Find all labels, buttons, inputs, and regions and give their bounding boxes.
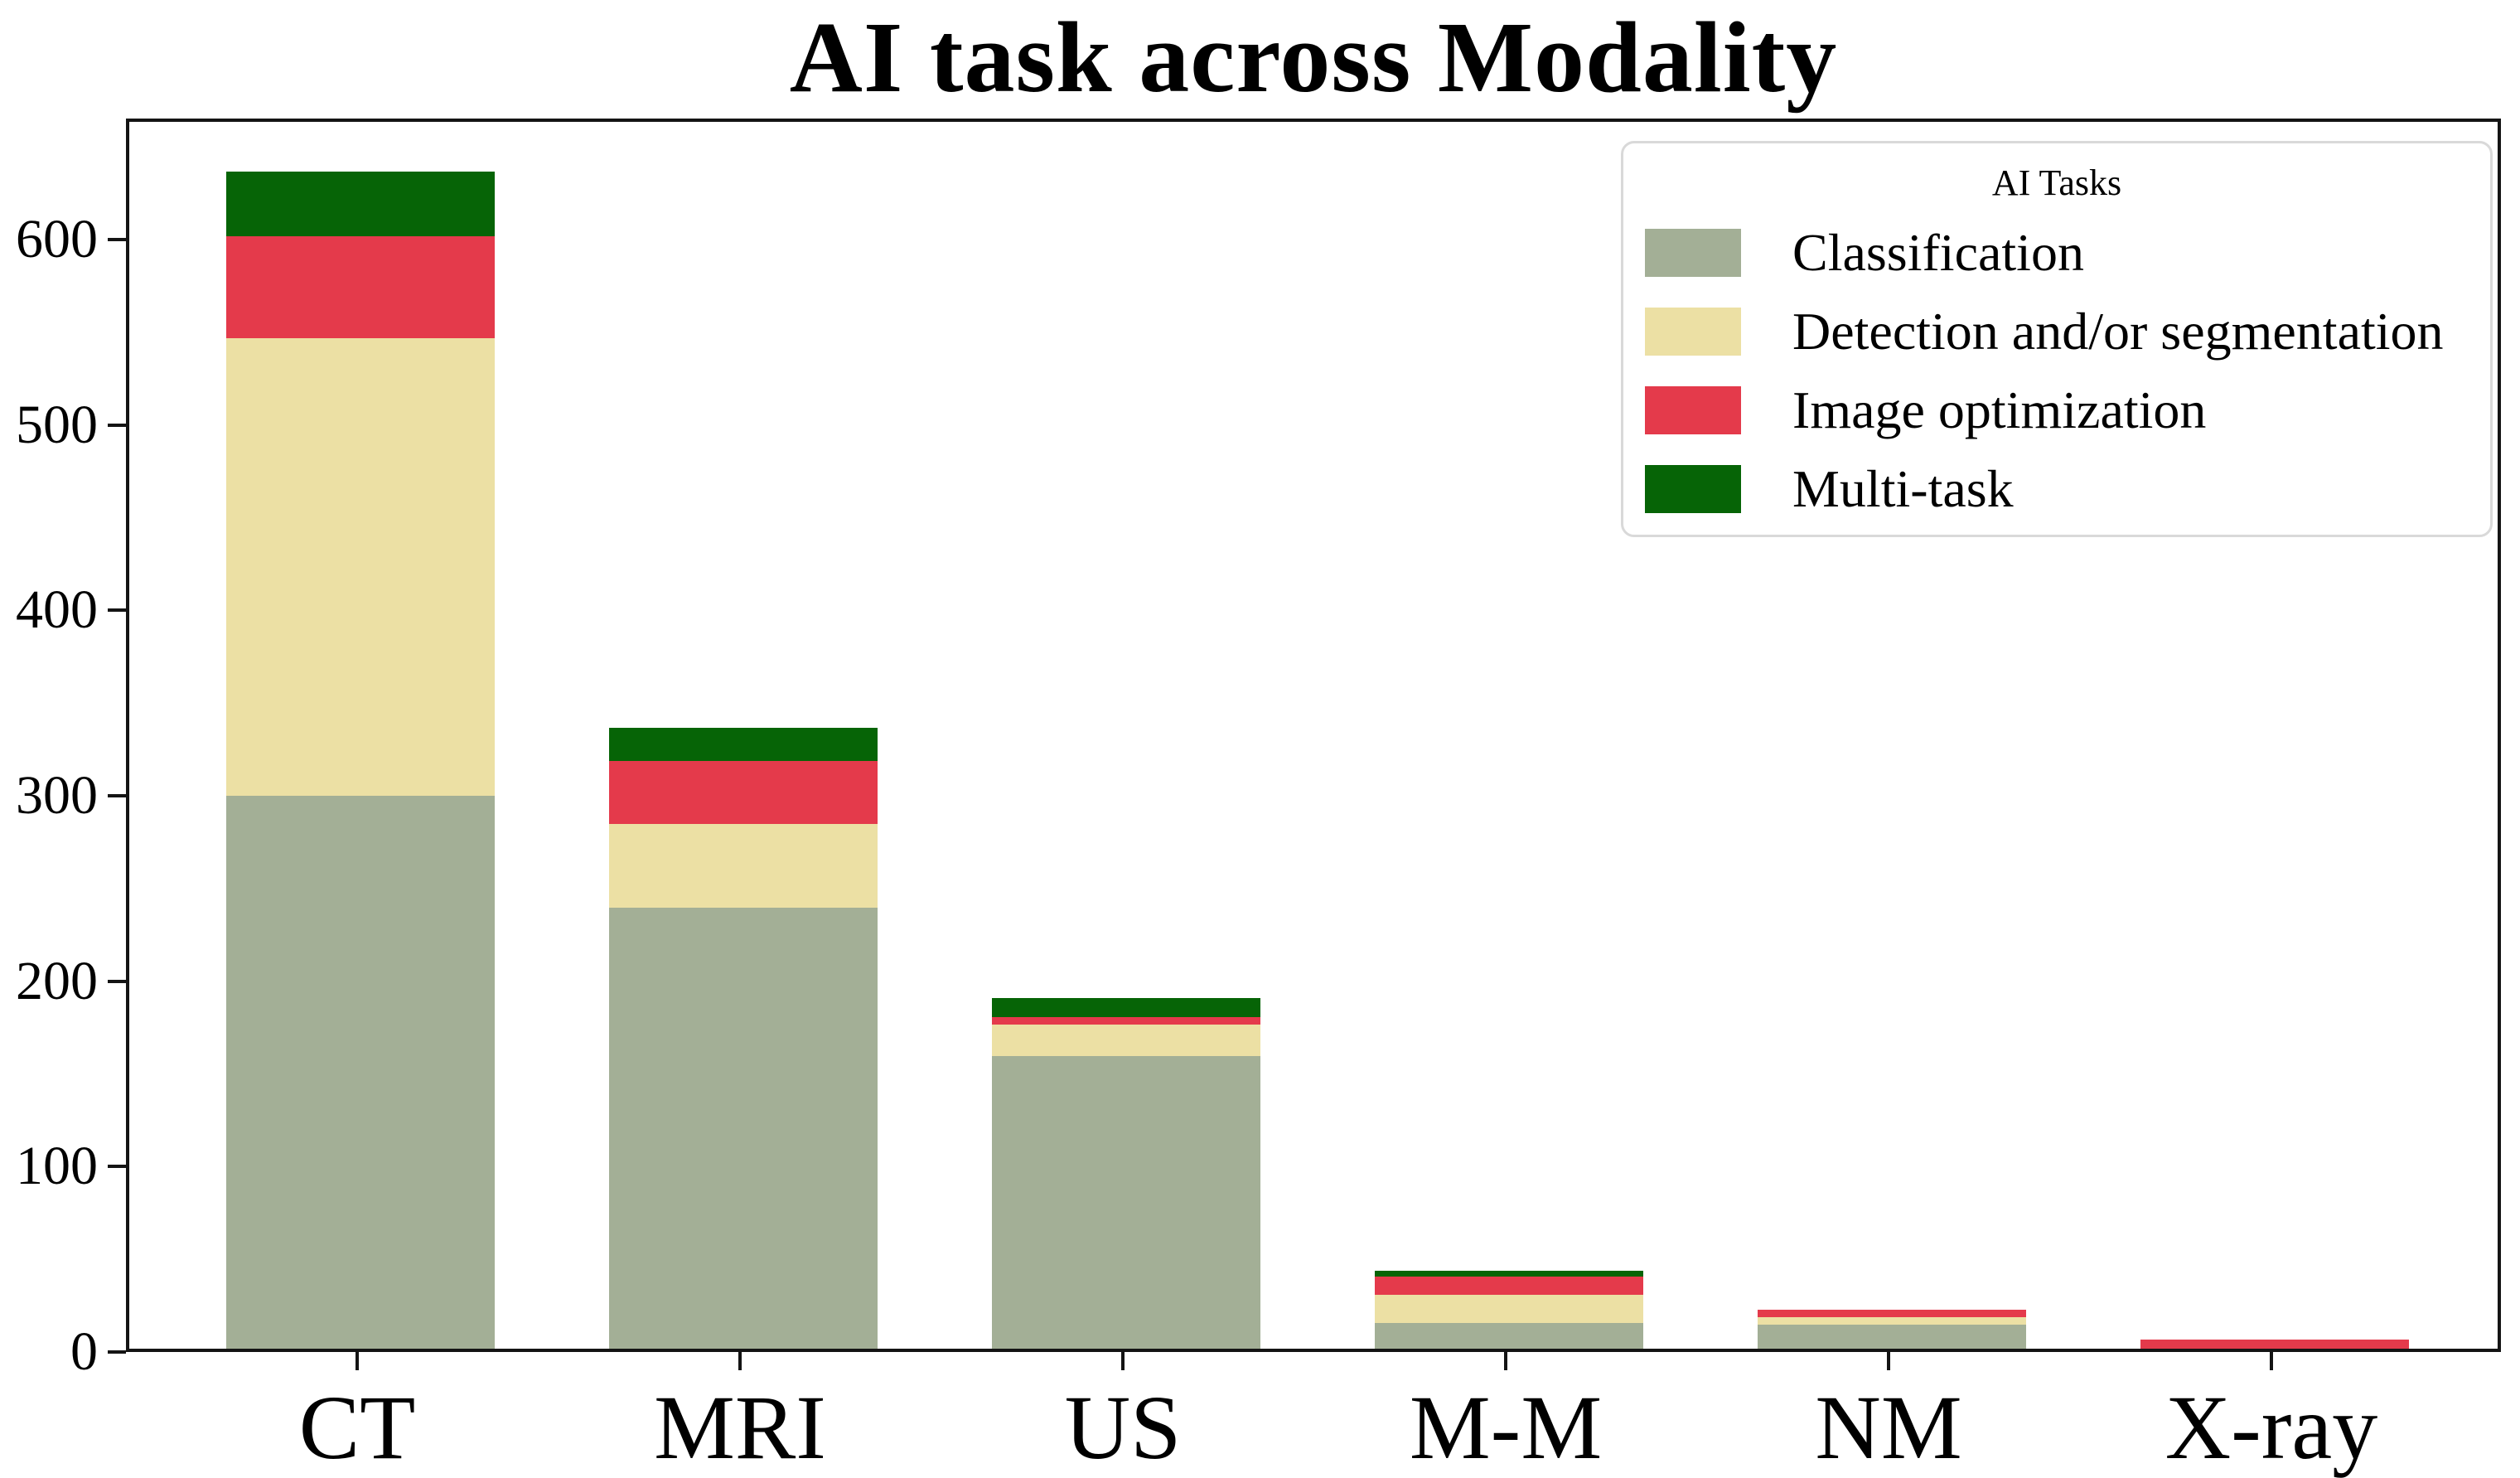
- y-axis-tick-label: 500: [16, 394, 98, 455]
- x-axis-label-nm: NM: [1815, 1377, 1962, 1478]
- bar-segment-m-m-classification: [1375, 1322, 1643, 1349]
- legend-row: Classification: [1623, 213, 2490, 292]
- bar-segment-nm-classification: [1758, 1324, 2026, 1349]
- legend-label-image-optimization: Image optimization: [1792, 380, 2207, 439]
- bar-segment-nm-image-optimization: [1758, 1310, 2026, 1317]
- bar-segment-us-classification: [992, 1055, 1260, 1349]
- legend-label-detection-segmentation: Detection and/or segmentation: [1792, 301, 2444, 361]
- bar-segment-us-detection-and-or-segmentation: [992, 1024, 1260, 1056]
- bar-segment-m-m-detection-and-or-segmentation: [1375, 1295, 1643, 1323]
- x-axis-label-us: US: [1064, 1377, 1182, 1478]
- bar-segment-mri-detection-and-or-segmentation: [609, 824, 878, 908]
- y-axis-tick-label: 600: [16, 208, 98, 269]
- legend-swatch-multi-task: [1645, 464, 1741, 513]
- legend-title: AI Tasks: [1991, 162, 2122, 203]
- bar-segment-ct-detection-and-or-segmentation: [226, 338, 495, 797]
- chart-title: AI task across Modality: [789, 2, 1838, 114]
- x-axis-tick: [738, 1352, 742, 1370]
- x-axis-tick: [1504, 1352, 1507, 1370]
- y-axis-tick: [108, 608, 126, 613]
- y-axis-tick: [108, 1350, 126, 1354]
- y-axis-tick: [108, 979, 126, 983]
- bar-segment-ct-image-optimization: [226, 235, 495, 338]
- x-axis-tick: [1121, 1352, 1125, 1370]
- legend-swatch-classification: [1645, 228, 1741, 277]
- bar-segment-nm-detection-and-or-segmentation: [1758, 1317, 2026, 1325]
- y-axis-tick-label: 200: [16, 950, 98, 1011]
- bar-segment-us-multi-task: [992, 998, 1260, 1017]
- x-axis-tick: [356, 1352, 359, 1370]
- legend-row: Image optimization: [1623, 371, 2490, 449]
- legend: AI Tasks Classification Detection and/or…: [1621, 141, 2493, 537]
- x-axis-tick: [2270, 1352, 2273, 1370]
- y-axis-tick: [108, 1165, 126, 1169]
- y-axis-tick-label: 400: [16, 579, 98, 641]
- y-axis-tick: [108, 793, 126, 797]
- bar-segment-x-ray-image-optimization: [2140, 1339, 2409, 1349]
- legend-rows: Classification Detection and/or segmenta…: [1623, 213, 2490, 528]
- legend-row: Multi-task: [1623, 449, 2490, 528]
- y-axis-tick-label: 0: [70, 1321, 98, 1382]
- bar-segment-m-m-image-optimization: [1375, 1276, 1643, 1296]
- legend-label-classification: Classification: [1792, 222, 2084, 282]
- legend-swatch-detection-segmentation: [1645, 307, 1741, 356]
- x-axis-label-mri: MRI: [654, 1377, 826, 1478]
- bar-segment-ct-classification: [226, 796, 495, 1349]
- y-axis-tick-label: 100: [16, 1136, 98, 1197]
- x-axis-label-x-ray: X-ray: [2164, 1377, 2378, 1478]
- legend-label-multi-task: Multi-task: [1792, 458, 2014, 518]
- y-axis-tick: [108, 237, 126, 241]
- legend-row: Detection and/or segmentation: [1623, 292, 2490, 371]
- y-axis-tick: [108, 423, 126, 427]
- bar-segment-mri-image-optimization: [609, 760, 878, 825]
- legend-swatch-image-optimization: [1645, 385, 1741, 434]
- bar-segment-m-m-multi-task: [1375, 1271, 1643, 1277]
- x-axis-label-ct: CT: [298, 1377, 416, 1478]
- bar-segment-mri-classification: [609, 907, 878, 1349]
- x-axis-label-m-m: M-M: [1409, 1377, 1603, 1478]
- bar-segment-mri-multi-task: [609, 727, 878, 761]
- x-axis-tick: [1887, 1352, 1890, 1370]
- bar-segment-ct-multi-task: [226, 171, 495, 236]
- bar-segment-us-image-optimization: [992, 1016, 1260, 1025]
- y-axis-tick-label: 300: [16, 764, 98, 826]
